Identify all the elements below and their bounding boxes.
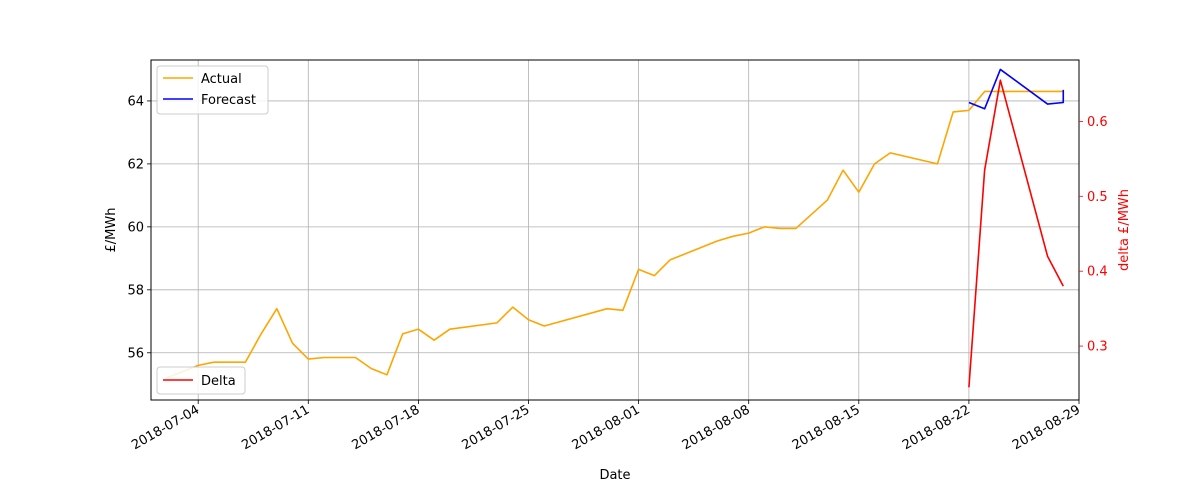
x-tick-label: 2018-07-18 xyxy=(349,402,422,453)
legend-upper: Actual Forecast xyxy=(156,65,269,115)
legend-label-actual: Actual xyxy=(201,72,242,87)
x-tick-label: 2018-07-04 xyxy=(129,402,202,453)
y2-axis-title: delta £/MWh xyxy=(1117,189,1132,271)
y2-tick-label: 0.5 xyxy=(1087,190,1108,205)
y2-axis: 0.3 0.4 0.5 0.6 xyxy=(1079,115,1108,355)
x-tick-label: 2018-08-08 xyxy=(680,402,753,453)
x-tick-label: 2018-08-29 xyxy=(1010,402,1083,453)
legend-lower: Delta xyxy=(156,366,246,395)
y-tick-label: 58 xyxy=(127,283,144,298)
y2-tick-label: 0.4 xyxy=(1087,265,1108,280)
legend-lower-box xyxy=(156,366,246,395)
series-line-forecast xyxy=(968,68,1065,110)
series-line-actual xyxy=(166,90,1064,379)
series-line-delta xyxy=(968,79,1064,388)
series-layer xyxy=(166,68,1065,388)
legend-label-delta: Delta xyxy=(201,374,236,389)
grid xyxy=(151,60,1080,400)
y-tick-label: 62 xyxy=(127,157,144,172)
x-tick-label: 2018-08-01 xyxy=(570,402,643,453)
y2-tick-label: 0.6 xyxy=(1087,115,1108,130)
x-tick-label: 2018-07-25 xyxy=(460,402,533,453)
legend-label-forecast: Forecast xyxy=(201,93,256,108)
y2-tick-label: 0.3 xyxy=(1087,340,1108,355)
x-tick-label: 2018-07-11 xyxy=(239,402,312,453)
x-axis: 2018-07-04 2018-07-11 2018-07-18 2018-07-25… xyxy=(129,400,1083,453)
x-tick-label: 2018-08-15 xyxy=(790,402,863,453)
y-tick-label: 60 xyxy=(127,220,144,235)
y-tick-label: 56 xyxy=(127,346,144,361)
y-tick-label: 64 xyxy=(127,94,144,109)
y-axis-title: £/MWh xyxy=(104,208,119,253)
x-tick-label: 2018-08-22 xyxy=(900,402,973,453)
x-axis-title: Date xyxy=(599,468,630,483)
plot-frame xyxy=(150,59,1080,401)
y-axis: 56 58 60 62 64 xyxy=(127,94,151,361)
